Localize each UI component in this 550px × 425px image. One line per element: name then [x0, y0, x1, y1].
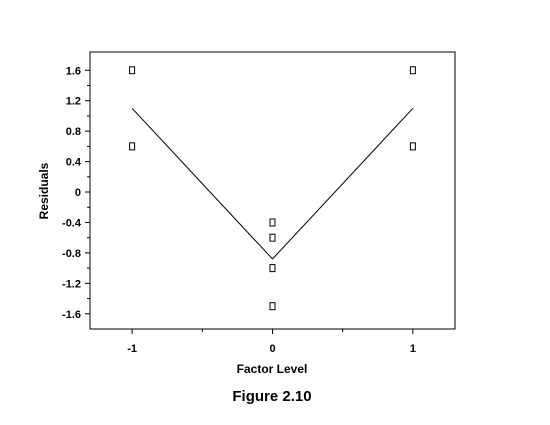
x-tick-label: 0	[269, 343, 275, 355]
data-point	[409, 142, 416, 151]
x-axis-label: Factor Level	[237, 362, 308, 376]
fit-line-segment	[131, 107, 273, 260]
y-tick-label: -0.8	[62, 248, 81, 260]
y-tick-label: -0.4	[62, 217, 82, 229]
y-tick-label: 0	[75, 187, 81, 199]
y-axis-label: Residuals	[37, 162, 51, 219]
data-point	[129, 142, 136, 151]
plot-frame	[89, 51, 456, 330]
figure-caption: Figure 2.10	[232, 388, 311, 405]
data-point	[269, 218, 276, 227]
x-tick-label: -1	[127, 343, 137, 355]
y-tick-label: 1.6	[66, 65, 81, 77]
data-point	[269, 233, 276, 242]
data-points	[129, 66, 416, 311]
data-point	[409, 66, 416, 75]
y-tick-label: 0.4	[66, 157, 82, 169]
data-point	[129, 66, 136, 75]
data-point	[269, 264, 276, 273]
data-point	[269, 302, 276, 311]
y-tick-label: 0.8	[66, 126, 81, 138]
x-tick-label: 1	[410, 343, 416, 355]
y-axis-ticks: -1.6 -1.2 -0.8 -0.4 0 0.4 0.8 1.2 1.6	[62, 65, 90, 321]
y-tick-label: -1.6	[62, 309, 81, 321]
y-tick-label: 1.2	[66, 96, 81, 108]
x-axis-ticks: -1 0 1	[127, 329, 416, 355]
fit-line-segment	[272, 107, 414, 260]
y-tick-label: -1.2	[62, 278, 81, 290]
fit-line-group	[131, 107, 414, 260]
